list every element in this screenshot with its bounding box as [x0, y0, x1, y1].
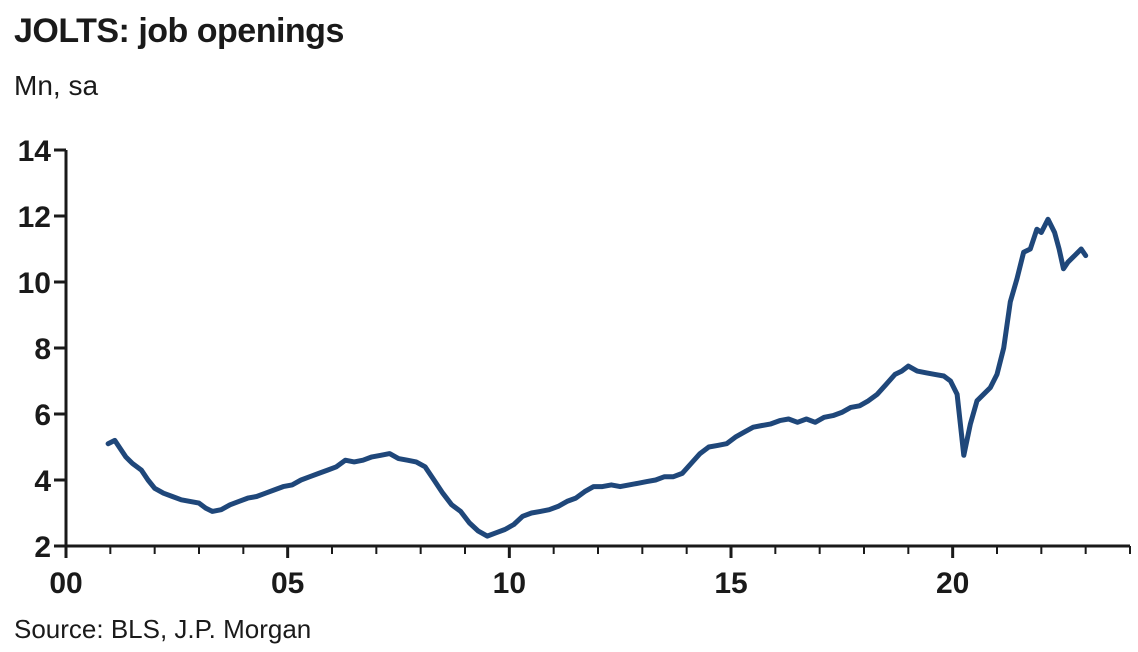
y-tick-label: 12: [18, 201, 51, 234]
chart-subtitle: Mn, sa: [14, 70, 99, 101]
y-tick-label: 4: [34, 465, 51, 498]
series-layer: [105, 216, 1089, 539]
x-tick-label: 15: [714, 567, 747, 600]
y-tick-label: 8: [34, 333, 51, 366]
chart-title: JOLTS: job openings: [14, 12, 344, 50]
x-tick-label: 00: [49, 567, 82, 600]
y-tick-label: 2: [34, 531, 51, 564]
source-note: Source: BLS, J.P. Morgan: [14, 614, 312, 644]
y-tick-label: 6: [34, 399, 51, 432]
axes: 2 4 6 8 10 12 14 00 05 10 15 20: [18, 135, 1131, 600]
y-tick-label: 10: [18, 267, 51, 300]
x-tick-label: 10: [493, 567, 526, 600]
x-tick-label: 20: [936, 567, 969, 600]
series-line-job-openings: [105, 216, 1089, 539]
x-tick-label: 05: [271, 567, 304, 600]
y-tick-label: 14: [18, 135, 52, 168]
